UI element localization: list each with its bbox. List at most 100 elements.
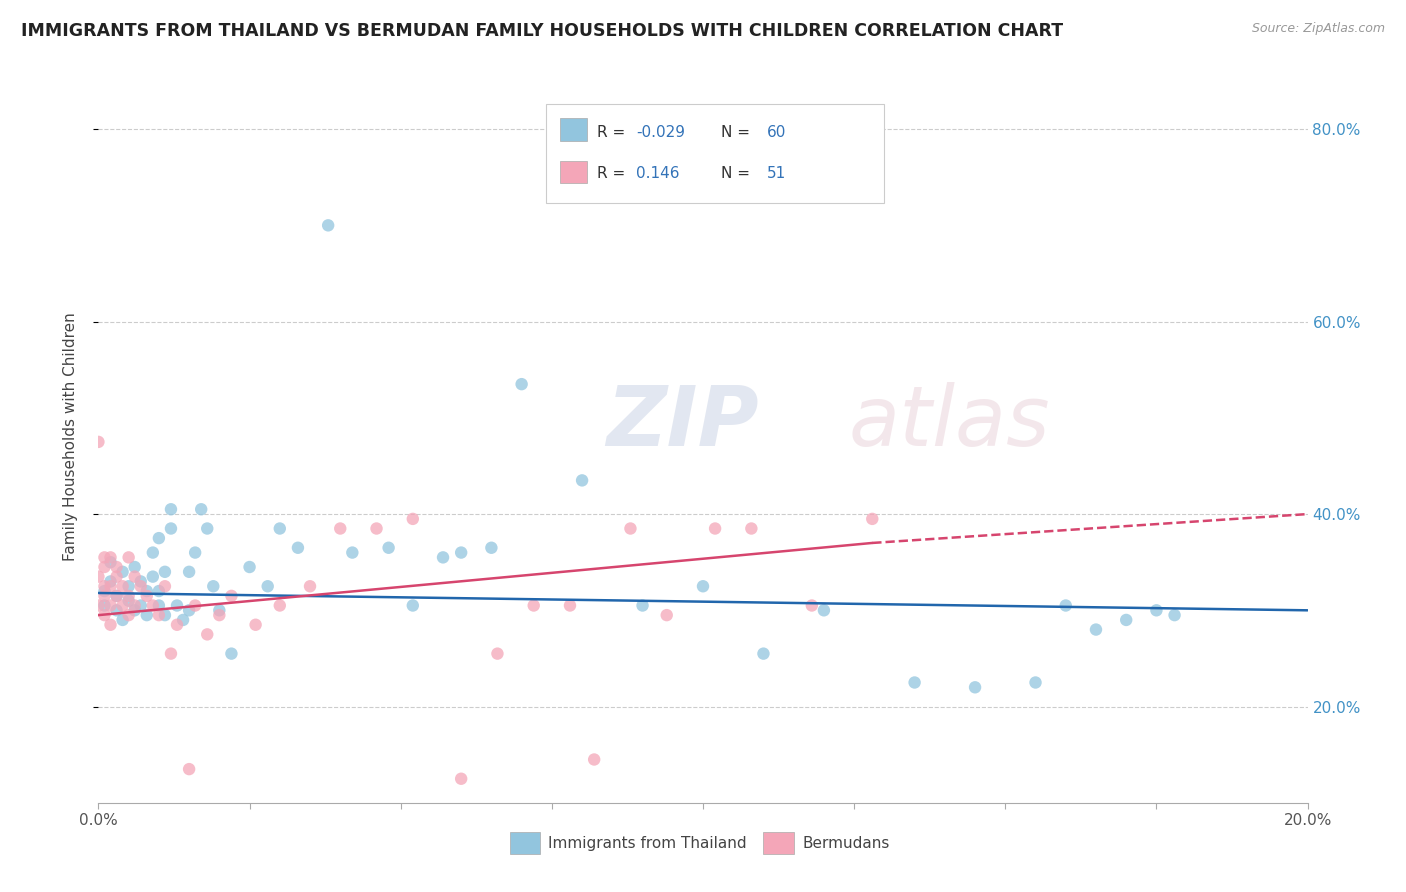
- Point: [208, 608, 231, 623]
- Point: [100, 555, 122, 569]
- Point: [256, 579, 278, 593]
- Point: [860, 512, 883, 526]
- Point: [105, 560, 128, 574]
- Point: [148, 608, 170, 623]
- Point: [221, 647, 243, 661]
- Point: [100, 579, 122, 593]
- Text: Immigrants from Thailand: Immigrants from Thailand: [548, 836, 747, 851]
- Point: [1144, 603, 1167, 617]
- Point: [377, 541, 399, 555]
- Point: [153, 565, 176, 579]
- Point: [510, 377, 533, 392]
- Point: [111, 565, 134, 579]
- Point: [179, 565, 201, 579]
- Text: R =: R =: [596, 166, 630, 181]
- Point: [316, 219, 339, 233]
- Point: [190, 502, 212, 516]
- Point: [1163, 608, 1185, 623]
- Point: [172, 613, 194, 627]
- Point: [583, 752, 606, 766]
- Point: [450, 772, 472, 786]
- Point: [111, 599, 134, 613]
- Text: 0.146: 0.146: [637, 166, 681, 181]
- Point: [129, 579, 152, 593]
- Point: [93, 589, 115, 603]
- Point: [195, 521, 218, 535]
- Point: [1024, 675, 1046, 690]
- Point: [342, 545, 364, 559]
- Point: [100, 574, 122, 589]
- Point: [93, 579, 115, 593]
- Point: [100, 599, 122, 613]
- Point: [87, 434, 110, 449]
- FancyBboxPatch shape: [546, 104, 884, 203]
- Point: [93, 560, 115, 574]
- Point: [160, 647, 183, 661]
- Point: [118, 593, 141, 607]
- Point: [148, 584, 170, 599]
- Point: [287, 541, 309, 555]
- Point: [208, 603, 231, 617]
- Point: [118, 608, 141, 623]
- Point: [184, 599, 207, 613]
- Text: ZIP: ZIP: [606, 382, 759, 463]
- Point: [111, 579, 134, 593]
- Text: -0.029: -0.029: [637, 125, 686, 139]
- Point: [366, 521, 388, 535]
- Point: [1115, 613, 1137, 627]
- Point: [87, 599, 110, 613]
- Point: [129, 599, 152, 613]
- Point: [813, 603, 835, 617]
- Text: N =: N =: [721, 166, 755, 181]
- Point: [142, 545, 165, 559]
- Point: [904, 675, 927, 690]
- Point: [299, 579, 322, 593]
- Text: 60: 60: [768, 125, 786, 139]
- Point: [166, 617, 188, 632]
- Point: [124, 569, 146, 583]
- Point: [142, 599, 165, 613]
- Point: [118, 589, 141, 603]
- FancyBboxPatch shape: [561, 119, 586, 141]
- Point: [329, 521, 352, 535]
- Point: [571, 474, 593, 488]
- Point: [93, 608, 115, 623]
- Point: [100, 550, 122, 565]
- Point: [740, 521, 762, 535]
- Point: [124, 599, 146, 613]
- Text: IMMIGRANTS FROM THAILAND VS BERMUDAN FAMILY HOUSEHOLDS WITH CHILDREN CORRELATION: IMMIGRANTS FROM THAILAND VS BERMUDAN FAM…: [21, 22, 1063, 40]
- Point: [1085, 623, 1108, 637]
- Point: [655, 608, 678, 623]
- Point: [402, 512, 425, 526]
- Point: [135, 589, 157, 603]
- Point: [105, 589, 128, 603]
- FancyBboxPatch shape: [561, 161, 586, 183]
- Point: [142, 569, 165, 583]
- Text: Source: ZipAtlas.com: Source: ZipAtlas.com: [1251, 22, 1385, 36]
- Y-axis label: Family Households with Children: Family Households with Children: [63, 313, 77, 561]
- Point: [93, 599, 115, 613]
- Point: [752, 647, 775, 661]
- Point: [105, 589, 128, 603]
- Point: [202, 579, 225, 593]
- Point: [124, 603, 146, 617]
- FancyBboxPatch shape: [509, 832, 540, 854]
- Point: [105, 603, 128, 617]
- Point: [148, 599, 170, 613]
- Text: 51: 51: [768, 166, 786, 181]
- Point: [486, 647, 509, 661]
- Point: [1054, 599, 1077, 613]
- Point: [239, 560, 262, 574]
- Point: [245, 617, 267, 632]
- Text: N =: N =: [721, 125, 755, 139]
- Point: [111, 613, 134, 627]
- Point: [558, 599, 581, 613]
- Point: [100, 617, 122, 632]
- Point: [93, 550, 115, 565]
- Text: R =: R =: [596, 125, 630, 139]
- Point: [160, 521, 183, 535]
- Point: [118, 550, 141, 565]
- Point: [402, 599, 425, 613]
- Point: [160, 502, 183, 516]
- Point: [965, 681, 987, 695]
